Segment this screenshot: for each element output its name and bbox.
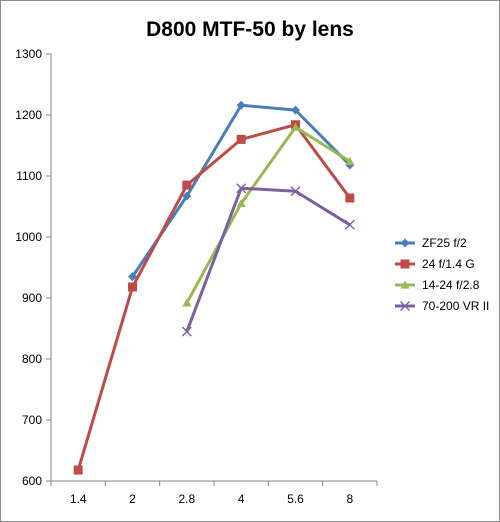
legend-label: 24 f/1.4 G	[422, 257, 475, 271]
legend-item: 14-24 f/2.8	[395, 278, 480, 292]
series-2	[73, 120, 355, 475]
data-point	[345, 193, 355, 203]
data-point	[181, 326, 192, 337]
y-tick-label: 700	[22, 413, 42, 427]
x-tick-label: 2	[129, 492, 136, 506]
legend-label: 14-24 f/2.8	[422, 278, 480, 292]
y-tick-label: 1000	[15, 230, 42, 244]
legend-label: ZF25 f/2	[422, 236, 467, 250]
data-point	[236, 134, 246, 144]
data-point	[128, 272, 137, 282]
x-tick-label: 4	[238, 492, 245, 506]
data-point	[236, 100, 246, 110]
data-point	[291, 122, 300, 131]
data-point	[182, 180, 192, 190]
data-point	[291, 105, 300, 115]
y-tick-label: 800	[22, 352, 42, 366]
data-point	[236, 183, 247, 194]
series-line	[185, 125, 351, 304]
data-point	[182, 298, 192, 307]
legend-item: 70-200 VR II	[395, 299, 489, 313]
series-layer	[73, 100, 355, 475]
data-point	[344, 219, 355, 230]
series-line	[76, 123, 352, 471]
data-point	[345, 156, 355, 165]
x-tick-label: 2.8	[178, 492, 195, 506]
series-3	[182, 122, 355, 307]
data-point	[290, 186, 301, 197]
legend-item: ZF25 f/2	[395, 236, 467, 250]
x-tick-label: 1.4	[70, 492, 87, 506]
x-tick-label: 8	[346, 492, 353, 506]
chart-title: D800 MTF-50 by lens	[146, 18, 354, 41]
legend: ZF25 f/2 24 f/1.4 G 14-24 f/2.8 70-200 VR I…	[395, 236, 489, 313]
legend-marker	[400, 238, 410, 248]
y-tick-label: 1100	[16, 169, 42, 183]
legend-marker	[400, 259, 410, 269]
legend-item: 24 f/1.4 G	[395, 257, 475, 271]
data-point	[182, 191, 192, 201]
legend-marker	[400, 301, 410, 311]
axes: 600 700 800 900 1000 1100 1200 1300 1.4 2 2.8 4 5.6 8	[15, 47, 378, 506]
x-tick-label: 5.6	[287, 492, 304, 506]
data-point	[73, 465, 83, 475]
series-4	[181, 183, 355, 337]
data-point	[128, 282, 137, 292]
data-point	[236, 198, 246, 208]
legend-marker	[400, 280, 410, 289]
y-tick-label: 900	[22, 291, 42, 305]
legend-label: 70-200 VR II	[422, 299, 489, 313]
y-tick-label: 1300	[15, 47, 42, 61]
y-tick-label: 600	[22, 474, 42, 488]
series-1	[128, 100, 355, 282]
series-line	[185, 186, 351, 333]
y-tick-label: 1200	[15, 108, 42, 122]
